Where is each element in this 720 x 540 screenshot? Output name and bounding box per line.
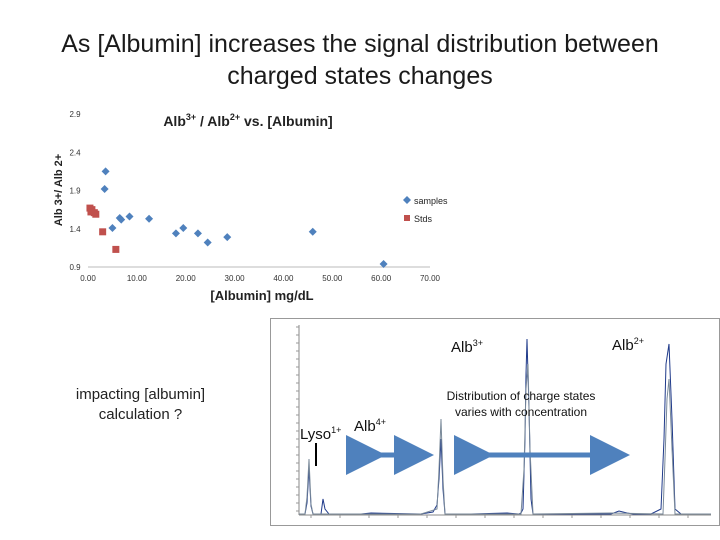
slide-title-line1: As [Albumin] increases the signal distri…	[61, 30, 659, 58]
samples-point	[203, 238, 212, 247]
slide-title-line2: charged states changes	[227, 62, 493, 90]
stds-point	[92, 210, 100, 218]
samples-point	[379, 259, 388, 268]
y-tick-label: 2.9	[69, 110, 81, 119]
samples-point	[145, 214, 154, 223]
samples-point	[125, 212, 134, 221]
y-tick-label: 1.9	[69, 187, 81, 196]
legend-samples-marker	[403, 196, 411, 204]
samples-point	[308, 227, 317, 236]
x-tick-label: 30.00	[225, 274, 246, 283]
distribution-note: Distribution of charge states varies wit…	[446, 389, 596, 419]
x-tick-label: 10.00	[127, 274, 148, 283]
label-alb2: Alb2+	[612, 336, 644, 354]
chart-legend: samples Stds	[403, 196, 448, 224]
y-tick-label: 0.9	[69, 263, 81, 272]
samples-point	[117, 215, 126, 224]
samples-point	[101, 167, 110, 176]
y-tick-label: 2.4	[69, 148, 81, 157]
label-lyso: Lyso1+	[300, 425, 342, 443]
legend-stds-marker	[404, 215, 410, 221]
scatter-chart: 0.00 10.00 20.00 30.00 40.00 50.00 60.00 70.00 0…	[53, 110, 448, 303]
samples-point	[223, 233, 232, 242]
y-tick-label: 1.4	[69, 225, 81, 234]
x-tick-label: 40.00	[273, 274, 294, 283]
samples-point	[193, 229, 202, 238]
legend-samples-label: samples	[414, 196, 448, 206]
stds-point	[99, 228, 107, 236]
spectrum-axes	[296, 325, 711, 518]
spectrum-trace-gray	[299, 363, 711, 515]
x-tick-label: 50.00	[322, 274, 343, 283]
annotation-note: impacting [albumin] calculation ?	[75, 386, 206, 423]
stds-point	[112, 245, 120, 253]
label-alb3: Alb3+	[451, 338, 483, 356]
samples-point	[171, 229, 180, 238]
label-alb4: Alb4+	[354, 417, 386, 435]
x-tick-label: 60.00	[371, 274, 392, 283]
y-axis-label: Alb 3+/ Alb 2+	[53, 154, 65, 226]
samples-point	[179, 223, 188, 232]
legend-stds-label: Stds	[414, 214, 433, 224]
slide-title: As [Albumin] increases the signal distri…	[0, 28, 720, 92]
x-axis-label: [Albumin] mg/dL	[210, 288, 313, 303]
chart-title: Alb3+ / Alb2+ vs. [Albumin]	[163, 112, 332, 129]
samples-point	[100, 184, 109, 193]
mass-spectrum	[270, 318, 720, 526]
x-tick-label: 70.00	[420, 274, 441, 283]
samples-point	[108, 223, 117, 232]
x-tick-label: 20.00	[176, 274, 197, 283]
x-tick-label: 0.00	[80, 274, 96, 283]
chart-tick-labels: 0.00 10.00 20.00 30.00 40.00 50.00 60.00 70.00 0…	[69, 110, 440, 283]
spectrum-plot	[296, 325, 711, 518]
chart-points	[86, 167, 388, 268]
